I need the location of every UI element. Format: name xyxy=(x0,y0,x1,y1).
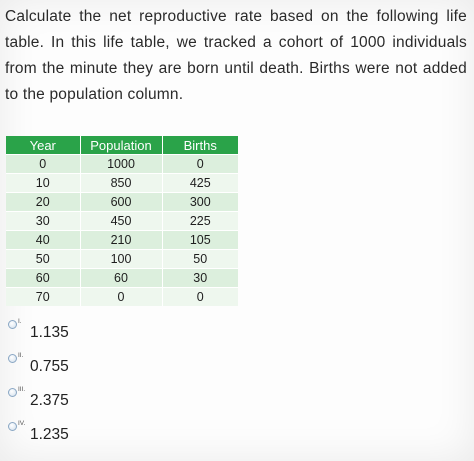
radio-button-icon[interactable] xyxy=(8,388,17,397)
radio-button-icon[interactable] xyxy=(8,320,17,329)
table-row: 50 100 50 xyxy=(6,249,238,269)
header-births: Births xyxy=(162,136,238,155)
cell-year: 20 xyxy=(6,192,81,212)
option-value[interactable]: 1.235 xyxy=(30,426,69,443)
table-row: 40 210 105 xyxy=(6,230,238,250)
option-numeral: I. xyxy=(18,318,22,325)
option-value[interactable]: 1.135 xyxy=(30,324,69,341)
table-row: 70 0 0 xyxy=(6,287,238,306)
cell-year: 50 xyxy=(6,249,81,269)
cell-population: 850 xyxy=(80,173,163,193)
cell-births: 425 xyxy=(162,173,238,193)
option-value[interactable]: 0.755 xyxy=(30,358,69,375)
option-numeral: II. xyxy=(18,352,24,359)
table-row: 30 450 225 xyxy=(6,211,238,231)
cell-population: 0 xyxy=(80,287,163,306)
header-year: Year xyxy=(6,136,81,155)
cell-year: 40 xyxy=(6,230,81,250)
option-numeral: III. xyxy=(18,386,26,393)
table-row: 60 60 30 xyxy=(6,268,238,288)
cell-population: 210 xyxy=(80,230,163,250)
cell-births: 0 xyxy=(162,287,238,306)
question-text: Calculate the net reproductive rate base… xyxy=(5,8,467,103)
cell-births: 105 xyxy=(162,230,238,250)
option-value[interactable]: 2.375 xyxy=(30,392,69,409)
cell-births: 0 xyxy=(162,154,238,174)
answer-option-2[interactable]: II. 0.755 xyxy=(8,352,69,376)
option-numeral: IV. xyxy=(18,420,26,427)
cell-population: 450 xyxy=(80,211,163,231)
cell-births: 225 xyxy=(162,211,238,231)
radio-button-icon[interactable] xyxy=(8,422,17,431)
cell-year: 70 xyxy=(6,287,81,306)
cell-births: 30 xyxy=(162,268,238,288)
cell-year: 60 xyxy=(6,268,81,288)
radio-wrap: III. xyxy=(8,386,30,408)
cell-population: 60 xyxy=(80,268,163,288)
cell-year: 30 xyxy=(6,211,81,231)
header-population: Population xyxy=(80,136,163,155)
answer-option-1[interactable]: I. 1.135 xyxy=(8,318,69,342)
table-header-row: Year Population Births xyxy=(6,136,238,155)
life-table: Year Population Births 0 1000 0 10 850 4… xyxy=(6,136,238,306)
table-row: 20 600 300 xyxy=(6,192,238,212)
answer-option-3[interactable]: III. 2.375 xyxy=(8,386,69,410)
cell-year: 0 xyxy=(6,154,81,174)
cell-population: 600 xyxy=(80,192,163,212)
radio-button-icon[interactable] xyxy=(8,354,17,363)
radio-wrap: I. xyxy=(8,318,30,340)
radio-wrap: II. xyxy=(8,352,30,374)
table-row: 10 850 425 xyxy=(6,173,238,193)
cell-year: 10 xyxy=(6,173,81,193)
cell-births: 50 xyxy=(162,249,238,269)
table-row: 0 1000 0 xyxy=(6,154,238,174)
cell-population: 100 xyxy=(80,249,163,269)
radio-wrap: IV. xyxy=(8,420,30,442)
cell-births: 300 xyxy=(162,192,238,212)
cell-population: 1000 xyxy=(80,154,163,174)
answer-option-4[interactable]: IV. 1.235 xyxy=(8,420,69,444)
